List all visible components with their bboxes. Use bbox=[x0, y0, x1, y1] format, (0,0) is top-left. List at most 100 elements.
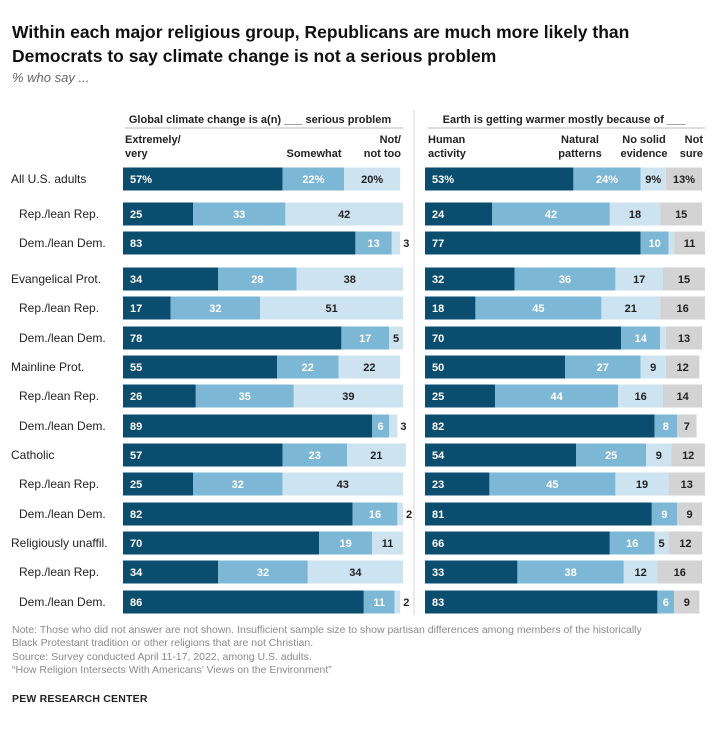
right-bar-value: 9 bbox=[687, 509, 693, 521]
left-bar-value: 2 bbox=[406, 509, 412, 521]
left-bar-segment bbox=[170, 296, 261, 320]
right-bar-value: 12 bbox=[679, 538, 691, 550]
col-header-extremely-very: Extremely/very bbox=[125, 134, 181, 160]
left-bar-value: 51 bbox=[325, 303, 337, 315]
right-bar-value: 12 bbox=[682, 450, 694, 462]
left-bar-value: 33 bbox=[233, 209, 245, 221]
col-header-no-solid-evidence: No solid evidence bbox=[620, 134, 667, 160]
notes: Note: Those who did not answer are not s… bbox=[12, 624, 702, 678]
right-bar-value: 24 bbox=[432, 209, 445, 221]
right-bar-value: 17 bbox=[633, 274, 645, 286]
left-bar-segment bbox=[123, 384, 196, 408]
col-header-natural-patterns: Natural patterns bbox=[558, 134, 601, 160]
left-bar-value: 32 bbox=[209, 303, 221, 315]
right-bar-segment bbox=[651, 502, 677, 526]
right-bar-value: 44 bbox=[550, 391, 563, 403]
right-bar-value: 54 bbox=[432, 450, 445, 462]
right-bar-value: 45 bbox=[546, 479, 558, 491]
right-bar-segment bbox=[425, 296, 476, 320]
right-bar-segment bbox=[660, 202, 703, 226]
right-bar-segment bbox=[425, 472, 490, 496]
right-bar-value: 16 bbox=[634, 391, 646, 403]
left-bar-segment bbox=[123, 326, 342, 350]
right-bar-segment bbox=[640, 167, 666, 191]
left-bar-value: 83 bbox=[130, 238, 142, 250]
left-bar-segment bbox=[391, 231, 401, 255]
left-bar-segment bbox=[195, 384, 294, 408]
right-bar-segment bbox=[640, 355, 666, 379]
chart-title: Within each major religious group, Repub… bbox=[12, 22, 630, 66]
right-bar-segment bbox=[425, 443, 577, 467]
right-bar-segment bbox=[425, 326, 621, 350]
right-bar-segment bbox=[646, 443, 672, 467]
left-bar-segment bbox=[123, 443, 283, 467]
left-bar-segment bbox=[296, 267, 403, 291]
right-bar-segment bbox=[665, 326, 703, 350]
source-line: Source: Survey conducted April 11-17, 20… bbox=[12, 650, 312, 663]
right-bar-segment bbox=[623, 560, 658, 584]
col-header-not-sure: Not sure bbox=[680, 134, 704, 160]
right-bar-segment bbox=[615, 267, 663, 291]
left-bar-segment bbox=[282, 443, 347, 467]
right-bar-value: 13% bbox=[673, 174, 695, 186]
left-bar-value: 43 bbox=[337, 479, 349, 491]
right-bar-value: 10 bbox=[648, 238, 660, 250]
col-header-not-too: Not/not too bbox=[364, 134, 402, 160]
left-bar-segment bbox=[372, 414, 389, 438]
right-bar-value: 18 bbox=[629, 209, 641, 221]
stacked-bar-chart: Global climate change is a(n) ___ seriou… bbox=[11, 110, 705, 615]
right-bar-value: 25 bbox=[605, 450, 617, 462]
brand-name: PEW RESEARCH CENTER bbox=[12, 693, 148, 705]
right-bar-value: 53% bbox=[432, 174, 454, 186]
left-bar-value: 70 bbox=[130, 538, 142, 550]
note-line: Note: Those who did not answer are not s… bbox=[12, 624, 642, 636]
right-bar-segment bbox=[517, 560, 624, 584]
row-label-group: Catholic bbox=[11, 448, 54, 462]
left-bar-segment bbox=[123, 472, 193, 496]
left-bar-value: 86 bbox=[130, 597, 142, 609]
left-bar-value: 3 bbox=[403, 238, 409, 250]
right-bar-value: 13 bbox=[678, 333, 690, 345]
right-bar-value: 15 bbox=[675, 209, 687, 221]
right-bar-value: 45 bbox=[532, 303, 544, 315]
col-header-somewhat: Somewhat bbox=[286, 148, 341, 160]
right-bar-value: 24% bbox=[596, 174, 618, 186]
row-label-group: Religiously unaffil. bbox=[11, 536, 108, 550]
left-bar-segment bbox=[344, 167, 401, 191]
report-title-line: “How Religion Intersects With Americans’… bbox=[12, 664, 332, 677]
left-bar-value: 39 bbox=[342, 391, 354, 403]
right-bar-value: 42 bbox=[545, 209, 557, 221]
left-bar-value: 3 bbox=[400, 421, 406, 433]
right-bar-value: 18 bbox=[432, 303, 444, 315]
row-label-party: Rep./lean Rep. bbox=[19, 207, 99, 221]
right-bar-value: 9 bbox=[661, 509, 667, 521]
left-bar-value: 35 bbox=[239, 391, 251, 403]
right-bar-value: 82 bbox=[432, 421, 444, 433]
right-bar-segment bbox=[660, 326, 666, 350]
right-bar-value: 33 bbox=[432, 567, 444, 579]
right-bar-value: 19 bbox=[636, 479, 648, 491]
left-bar-value: 22 bbox=[302, 362, 314, 374]
right-bar-value: 83 bbox=[432, 597, 444, 609]
row-label-party: Rep./lean Rep. bbox=[19, 389, 99, 403]
left-bar-segment bbox=[218, 560, 308, 584]
row-label-group: Evangelical Prot. bbox=[11, 272, 101, 286]
left-bar-segment bbox=[363, 590, 395, 614]
left-bar-segment bbox=[123, 267, 219, 291]
right-bar-segment bbox=[654, 531, 669, 555]
right-bar-segment bbox=[565, 355, 641, 379]
row-label-party: Rep./lean Rep. bbox=[19, 301, 99, 315]
right-bar-value: 70 bbox=[432, 333, 444, 345]
left-bar-value: 38 bbox=[344, 274, 356, 286]
right-bar-segment bbox=[576, 443, 647, 467]
left-bar-segment bbox=[372, 531, 403, 555]
left-bar-segment bbox=[123, 560, 219, 584]
left-bar-segment bbox=[352, 502, 398, 526]
right-bar-value: 12 bbox=[634, 567, 646, 579]
left-bar-value: 17 bbox=[359, 333, 371, 345]
left-bar-segment bbox=[123, 531, 319, 555]
left-bar-segment bbox=[123, 296, 171, 320]
left-bar-segment bbox=[123, 202, 193, 226]
left-bar-value: 19 bbox=[339, 538, 351, 550]
row-label-party: Rep./lean Rep. bbox=[19, 565, 99, 579]
